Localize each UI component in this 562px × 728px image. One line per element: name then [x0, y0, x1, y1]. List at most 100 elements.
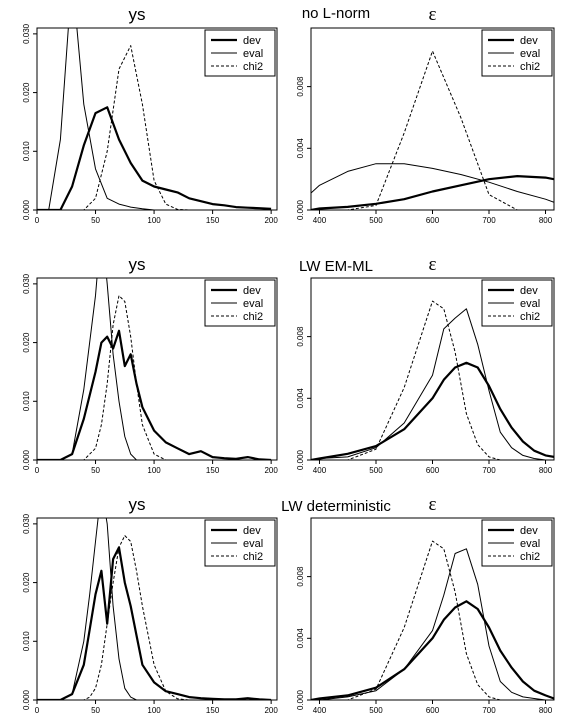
x-tick-label: 100	[147, 216, 161, 225]
row-title: no L-norm	[302, 5, 370, 22]
y-tick-label: 0.000	[296, 689, 305, 710]
series-line-eval	[37, 28, 155, 210]
panel-ys-1: ys 0 50 100 150 200 0.000 0.010 0.020 0.030 deveva…	[22, 255, 278, 475]
plot-frame	[36, 517, 278, 701]
x-tick-label: 400	[313, 216, 327, 225]
legend-label: dev	[520, 285, 538, 297]
legend-label: eval	[520, 298, 540, 310]
panel-title: ys	[129, 495, 146, 514]
plot-frame	[36, 27, 278, 211]
y-tick-label: 0.008	[296, 326, 305, 347]
y-tick-label: 0.030	[22, 273, 31, 294]
series-line-chi2	[37, 295, 272, 460]
legend-label: eval	[243, 298, 263, 310]
legend-label: eval	[243, 48, 263, 60]
y-tick-label: 0.020	[22, 332, 31, 353]
x-tick-label: 0	[35, 216, 40, 225]
x-tick-label: 100	[147, 706, 161, 715]
series-line-eval	[311, 308, 554, 460]
y-tick-label: 0.000	[296, 199, 305, 220]
y-tick-label: 0.010	[22, 141, 31, 162]
series-line-eval	[311, 548, 554, 700]
x-tick-label: 800	[539, 706, 553, 715]
y-tick-label: 0.004	[296, 138, 305, 159]
y-tick-label: 0.010	[22, 391, 31, 412]
y-tick-label: 0.008	[296, 76, 305, 97]
series-line-dev	[311, 175, 554, 210]
x-tick-label: 700	[482, 216, 496, 225]
y-tick-label: 0.030	[22, 23, 31, 44]
panel-title: ys	[129, 255, 146, 274]
x-tick-label: 100	[147, 466, 161, 475]
x-tick-label: 50	[91, 466, 100, 475]
y-tick-label: 0.000	[296, 449, 305, 470]
series-line-dev	[37, 329, 272, 460]
legend-label: dev	[243, 35, 261, 47]
x-tick-label: 200	[264, 706, 278, 715]
legend-box	[204, 29, 276, 77]
legend-label: chi2	[520, 61, 540, 73]
series-line-dev	[37, 546, 272, 700]
panel-ys-0: ys 0 50 100 150 200 0.000 0.010 0.020 0.030 deveva…	[22, 5, 278, 225]
panel-ys-2: ys 0 50 100 150 200 0.000 0.010 0.020 0.030 deveva…	[22, 495, 278, 715]
legend-label: chi2	[520, 551, 540, 563]
y-tick-label: 0.004	[296, 628, 305, 649]
x-tick-label: 800	[539, 216, 553, 225]
y-tick-label: 0.000	[22, 199, 31, 220]
x-tick-label: 400	[313, 466, 327, 475]
x-tick-label: 500	[369, 706, 383, 715]
y-tick-label: 0.030	[22, 513, 31, 534]
series-line-eval	[311, 163, 554, 203]
legend-label: eval	[243, 538, 263, 550]
panel-title: ε	[429, 494, 437, 515]
legend-label: eval	[520, 48, 540, 60]
x-tick-label: 700	[482, 706, 496, 715]
y-tick-label: 0.000	[22, 689, 31, 710]
x-tick-label: 0	[35, 466, 40, 475]
legend-label: chi2	[243, 551, 263, 563]
x-tick-label: 150	[206, 216, 220, 225]
series-line-dev	[37, 106, 272, 210]
x-tick-label: 200	[264, 216, 278, 225]
series-line-dev	[311, 361, 554, 460]
x-tick-label: 500	[369, 216, 383, 225]
legend-label: chi2	[243, 311, 263, 323]
y-tick-label: 0.008	[296, 566, 305, 587]
panel-title: ε	[429, 4, 437, 25]
x-tick-label: 150	[206, 706, 220, 715]
row-title: LW deterministic	[281, 498, 391, 515]
plot-frame	[36, 277, 278, 461]
y-tick-label: 0.020	[22, 572, 31, 593]
y-tick-label: 0.020	[22, 82, 31, 103]
legend-label: dev	[520, 525, 538, 537]
series-line-chi2	[311, 540, 554, 700]
series-line-chi2	[311, 300, 554, 460]
x-tick-label: 500	[369, 466, 383, 475]
x-tick-label: 600	[426, 706, 440, 715]
series-line-eval	[37, 518, 143, 700]
legend-label: chi2	[243, 61, 263, 73]
legend-label: dev	[243, 285, 261, 297]
x-tick-label: 800	[539, 466, 553, 475]
x-tick-label: 400	[313, 706, 327, 715]
legend-label: eval	[520, 538, 540, 550]
x-tick-label: 150	[206, 466, 220, 475]
series-line-eval	[37, 278, 143, 460]
legend-label: dev	[520, 35, 538, 47]
x-tick-label: 0	[35, 706, 40, 715]
x-tick-label: 50	[91, 706, 100, 715]
y-tick-label: 0.010	[22, 631, 31, 652]
row-title: LW EM-ML	[299, 258, 373, 275]
legend-label: chi2	[520, 311, 540, 323]
legend-box	[481, 279, 553, 327]
panel-eps-2: ε 400 500 600 700 800 0.000 0.004 0.008 devevalch…	[296, 494, 555, 715]
x-tick-label: 600	[426, 216, 440, 225]
